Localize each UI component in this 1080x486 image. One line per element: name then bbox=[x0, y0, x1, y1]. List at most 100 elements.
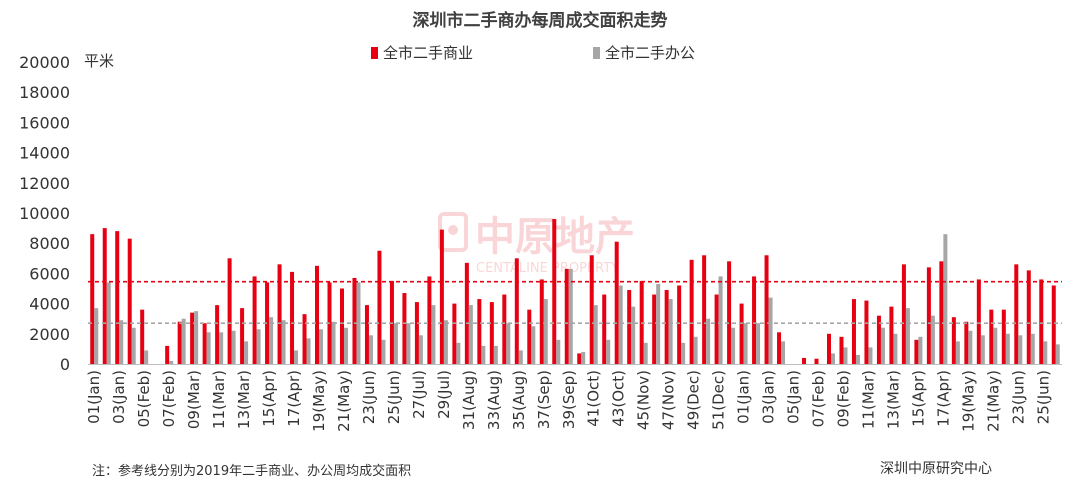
bar-commercial-21 bbox=[352, 277, 357, 364]
bar-office-27 bbox=[431, 305, 436, 364]
x-tick-label-60: 09(Feb) bbox=[834, 370, 852, 427]
bar-commercial-13 bbox=[252, 276, 257, 364]
bar-commercial-37 bbox=[552, 219, 557, 364]
bar-commercial-23 bbox=[377, 250, 382, 364]
bar-office-43 bbox=[631, 306, 636, 364]
bar-office-17 bbox=[306, 338, 311, 364]
watermark-logo-dot-icon bbox=[448, 225, 458, 235]
legend-item-commercial: 全市二手商业 bbox=[371, 42, 473, 63]
x-tick-label-0: 01(Jan) bbox=[85, 370, 103, 424]
bar-commercial-51 bbox=[727, 261, 732, 364]
bar-office-31 bbox=[481, 345, 486, 364]
bar-commercial-17 bbox=[302, 314, 307, 364]
bar-office-74 bbox=[1018, 335, 1023, 364]
bar-office-47 bbox=[681, 342, 686, 364]
bar-commercial-47 bbox=[677, 285, 682, 364]
legend-label-office: 全市二手办公 bbox=[605, 44, 696, 62]
x-tick-label-48: 49(Dec) bbox=[685, 370, 703, 430]
x-tick-label-38: 39(Sep) bbox=[560, 370, 578, 429]
bar-office-71 bbox=[980, 335, 985, 364]
legend-label-commercial: 全市二手商业 bbox=[383, 44, 474, 62]
x-tick-label-24: 25(Jun) bbox=[385, 370, 403, 424]
x-tick-label-68: 17(Apr) bbox=[934, 370, 952, 427]
y-tick-label-2: 4000 bbox=[29, 295, 70, 314]
bar-office-39 bbox=[581, 351, 586, 364]
x-tick-label-66: 15(Apr) bbox=[909, 370, 927, 427]
bar-office-11 bbox=[231, 330, 236, 364]
bar-commercial-6 bbox=[165, 345, 170, 364]
bar-office-4 bbox=[144, 350, 149, 364]
bar-office-32 bbox=[493, 345, 498, 364]
bar-office-75 bbox=[1030, 333, 1035, 364]
bar-office-2 bbox=[119, 320, 124, 364]
bar-office-19 bbox=[331, 321, 336, 364]
bar-commercial-30 bbox=[464, 262, 469, 364]
bar-office-50 bbox=[718, 276, 723, 364]
x-tick-label-42: 43(Oct) bbox=[610, 370, 628, 427]
bar-commercial-71 bbox=[976, 279, 981, 364]
bar-office-66 bbox=[918, 336, 923, 364]
bar-office-44 bbox=[643, 342, 648, 364]
bar-commercial-45 bbox=[652, 294, 657, 364]
bar-office-64 bbox=[893, 333, 898, 364]
bar-office-34 bbox=[518, 350, 523, 364]
bar-commercial-41 bbox=[602, 294, 607, 364]
bar-office-36 bbox=[543, 299, 548, 364]
legend-item-office: 全市二手办公 bbox=[593, 42, 695, 63]
bar-commercial-52 bbox=[739, 303, 744, 364]
x-tick-label-64: 13(Mar) bbox=[884, 370, 902, 429]
bar-office-77 bbox=[1055, 344, 1060, 364]
bar-commercial-58 bbox=[814, 358, 819, 364]
bar-commercial-34 bbox=[514, 258, 519, 364]
bar-commercial-4 bbox=[140, 309, 145, 364]
bar-commercial-73 bbox=[1001, 309, 1006, 364]
bar-office-28 bbox=[443, 320, 448, 364]
x-tick-label-16: 17(Apr) bbox=[285, 370, 303, 427]
y-tick-label-5: 10000 bbox=[19, 204, 70, 223]
bar-commercial-76 bbox=[1039, 279, 1044, 364]
bar-office-63 bbox=[880, 327, 885, 364]
bar-office-16 bbox=[294, 350, 299, 364]
x-tick-label-58: 07(Feb) bbox=[810, 370, 828, 427]
y-axis-unit-label: 平米 bbox=[84, 52, 114, 70]
bar-office-37 bbox=[556, 339, 561, 364]
x-tick-label-6: 07(Feb) bbox=[160, 370, 178, 427]
bar-office-38 bbox=[568, 268, 573, 364]
bar-office-40 bbox=[593, 305, 598, 364]
bar-office-59 bbox=[830, 353, 835, 364]
bar-commercial-42 bbox=[614, 241, 619, 364]
x-tick-label-32: 33(Aug) bbox=[485, 370, 503, 430]
x-tick-label-12: 13(Mar) bbox=[235, 370, 253, 429]
x-tick-label-8: 09(Mar) bbox=[185, 370, 203, 429]
bar-office-73 bbox=[1005, 333, 1010, 364]
bar-commercial-50 bbox=[714, 294, 719, 364]
bar-office-67 bbox=[930, 315, 935, 364]
bar-commercial-68 bbox=[939, 261, 944, 364]
bar-office-70 bbox=[968, 330, 973, 364]
bar-office-13 bbox=[256, 329, 261, 364]
bar-commercial-40 bbox=[589, 255, 594, 364]
bar-office-54 bbox=[768, 297, 773, 364]
bar-office-22 bbox=[368, 335, 373, 364]
y-tick-label-4: 8000 bbox=[29, 234, 70, 253]
bar-office-24 bbox=[393, 323, 398, 364]
bar-office-14 bbox=[269, 317, 274, 364]
bar-office-26 bbox=[418, 335, 423, 364]
bar-office-69 bbox=[955, 341, 960, 364]
bar-office-7 bbox=[181, 318, 186, 364]
bar-office-52 bbox=[743, 323, 748, 364]
bar-office-76 bbox=[1043, 341, 1048, 364]
bar-commercial-2 bbox=[115, 231, 120, 364]
bar-commercial-31 bbox=[477, 299, 482, 364]
x-tick-label-22: 23(Jun) bbox=[360, 370, 378, 424]
x-tick-label-10: 11(Mar) bbox=[210, 370, 228, 429]
bar-commercial-7 bbox=[177, 321, 182, 364]
y-tick-label-10: 20000 bbox=[19, 53, 70, 72]
bar-commercial-57 bbox=[802, 357, 807, 364]
x-tick-label-76: 25(Jun) bbox=[1034, 370, 1052, 424]
x-tick-label-34: 35(Aug) bbox=[510, 370, 528, 430]
x-tick-label-50: 51(Dec) bbox=[710, 370, 728, 430]
bar-commercial-26 bbox=[414, 302, 419, 364]
bar-office-41 bbox=[606, 339, 611, 364]
